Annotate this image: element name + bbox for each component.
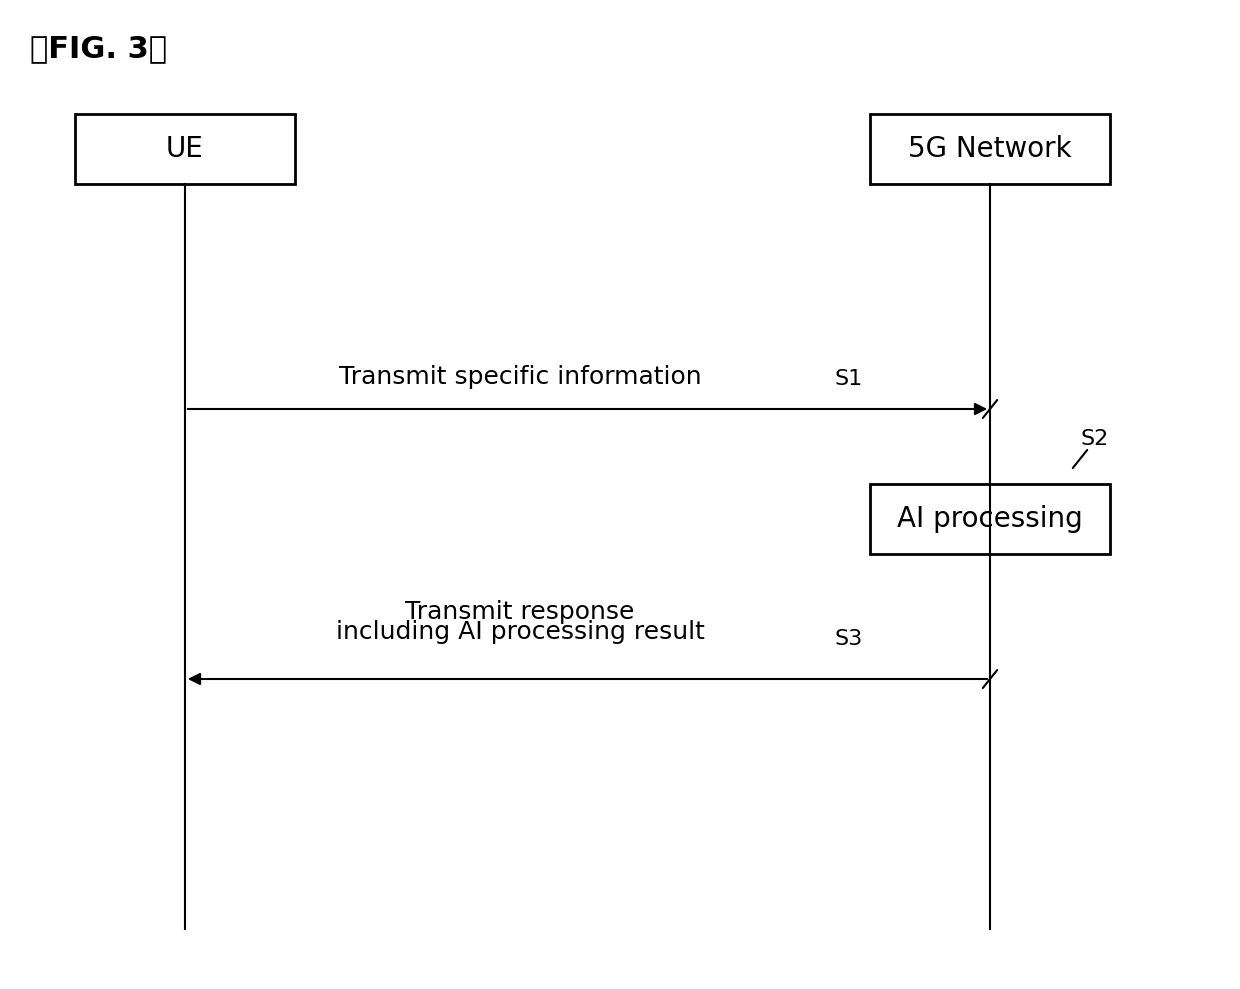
Bar bbox=[870, 114, 1110, 184]
Bar bbox=[74, 114, 295, 184]
Text: including AI processing result: including AI processing result bbox=[336, 620, 704, 644]
Text: S1: S1 bbox=[835, 369, 863, 389]
Text: S2: S2 bbox=[1080, 429, 1109, 449]
Bar bbox=[870, 484, 1110, 554]
Text: UE: UE bbox=[166, 135, 203, 163]
Text: Transmit specific information: Transmit specific information bbox=[339, 365, 702, 389]
Text: S3: S3 bbox=[835, 629, 863, 649]
Text: AI processing: AI processing bbox=[897, 505, 1083, 533]
Text: 5G Network: 5G Network bbox=[908, 135, 1071, 163]
Text: Transmit response: Transmit response bbox=[405, 600, 635, 624]
Text: 』FIG. 3』: 』FIG. 3』 bbox=[30, 34, 167, 63]
